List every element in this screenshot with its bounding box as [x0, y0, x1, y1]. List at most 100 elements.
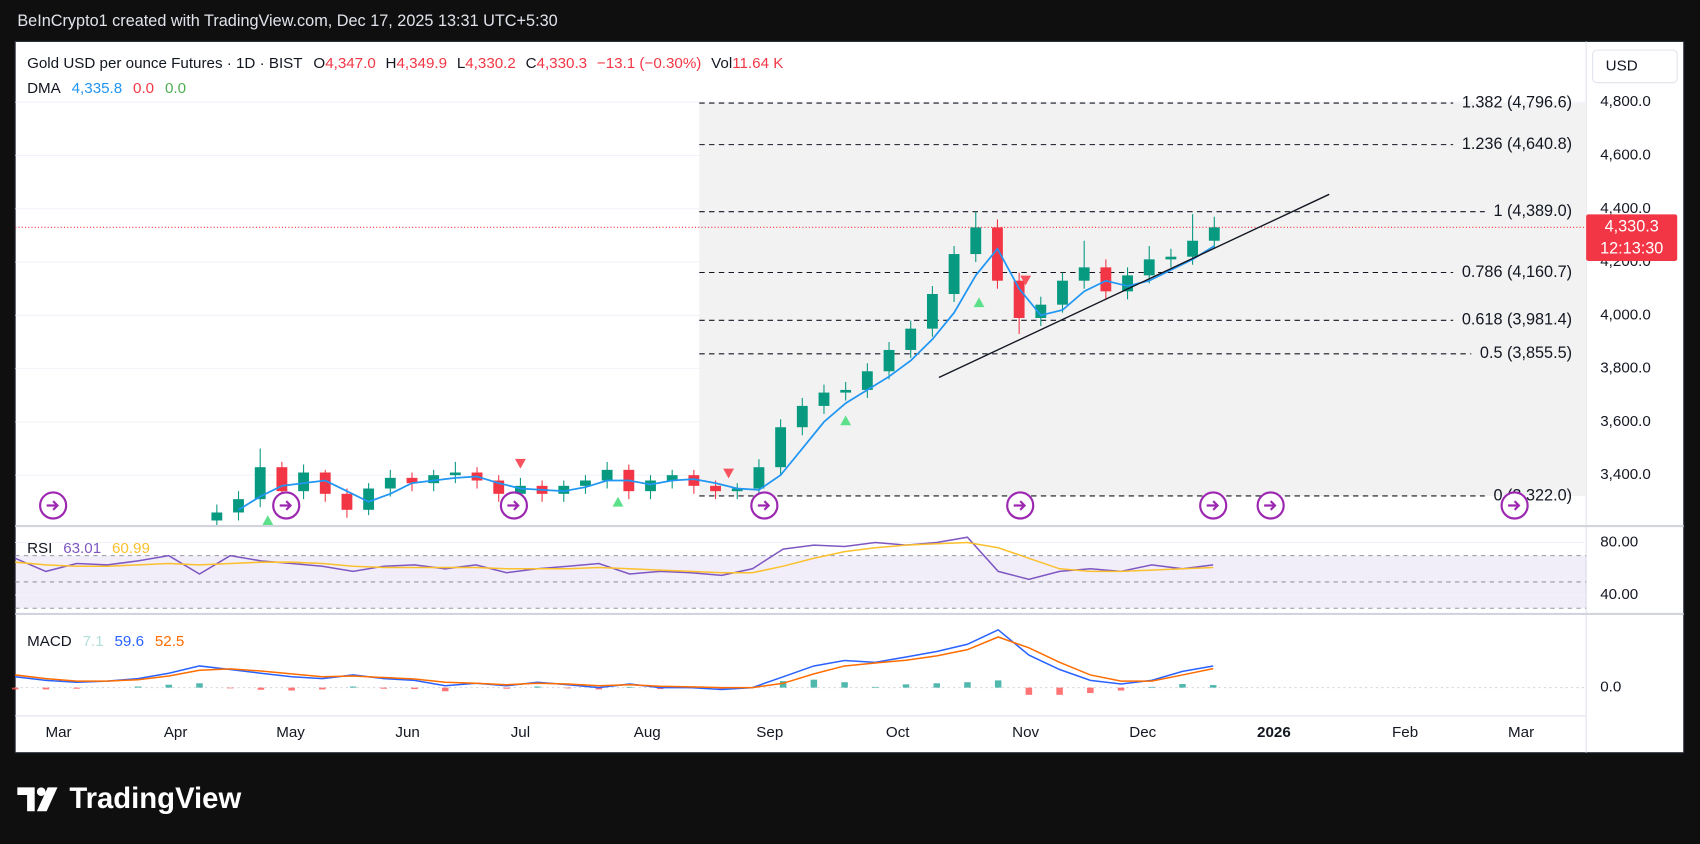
histogram-bar [933, 683, 940, 688]
y-tick-label: 4,800.0 [1600, 93, 1651, 110]
buy-signal [840, 415, 852, 426]
candle-body [1078, 267, 1090, 281]
logo-mark [17, 787, 35, 812]
x-tick-label: May [276, 724, 305, 741]
attribution: BeInCrypto1 created with TradingView.com… [17, 12, 557, 30]
candle-body [601, 469, 613, 481]
legend-text: 4,330.2 [465, 55, 516, 72]
histogram-bar [810, 679, 818, 688]
fib-label: 1.382 (4,796.6) [1462, 93, 1572, 111]
x-tick-label: Jun [395, 724, 419, 741]
y-tick-label: 4,600.0 [1600, 146, 1651, 163]
fib-label: 1 (4,389.0) [1493, 202, 1572, 220]
candle-body [449, 472, 461, 476]
legend-text: RSI [27, 540, 52, 557]
candle-body [1122, 275, 1133, 292]
rsi-pane [14, 536, 1587, 609]
y-tick-label: 4,000.0 [1600, 306, 1651, 323]
fib-zone [699, 103, 1587, 496]
candle-body [558, 485, 570, 494]
dma-line [238, 245, 1215, 511]
histogram-bar [257, 687, 265, 690]
candle-body [233, 499, 244, 513]
y-tick-label: 3,400.0 [1600, 466, 1651, 483]
histogram-bar [1025, 687, 1033, 695]
candle-body [926, 294, 938, 329]
histogram-bar [902, 684, 910, 688]
sell-signal [514, 458, 526, 469]
event-icon-glyph [1206, 500, 1220, 511]
histogram-bar [626, 686, 633, 688]
histogram-bar [1117, 687, 1125, 691]
candle-body [341, 493, 353, 510]
price-pane [15, 101, 1587, 525]
legend-text: 4,335.8 [72, 80, 123, 97]
fib-label: 0.786 (4,160.7) [1462, 263, 1572, 281]
event-icon-glyph [279, 500, 293, 511]
candle-body [406, 477, 418, 484]
buy-signal [612, 496, 624, 507]
histogram-bar [564, 687, 572, 689]
macd-pane [11, 628, 1587, 695]
event-icon-glyph [1013, 500, 1027, 511]
x-tick-label: Dec [1129, 724, 1156, 741]
candle-body [1013, 280, 1025, 318]
y-tick-label: 0.0 [1600, 679, 1621, 696]
event-icon-glyph [1508, 500, 1521, 511]
histogram-bar [595, 687, 603, 690]
candle-body [753, 467, 765, 489]
candle-body [861, 371, 873, 390]
legend-text: 11.64 K [732, 55, 783, 72]
legend-text: 63.01 [63, 540, 101, 557]
candle-body [1143, 259, 1155, 276]
candle-body [688, 475, 700, 486]
candle-body [1100, 267, 1112, 292]
fib-label: 1.236 (4,640.8) [1462, 135, 1572, 153]
legend-text: H [386, 55, 397, 72]
candle-body [796, 405, 808, 428]
currency[interactable]: USD [1606, 57, 1638, 74]
y-tick-label: 40.00 [1600, 586, 1638, 603]
histogram-bar [964, 682, 971, 688]
y-tick-label: 3,600.0 [1600, 413, 1651, 430]
histogram-bar [1056, 687, 1063, 695]
histogram-bar [1179, 684, 1186, 688]
candle-body [948, 254, 960, 295]
legend-text: 0.0 [165, 80, 186, 97]
legend-text: −13.1 (−0.30%) [597, 55, 701, 72]
histogram-bar [441, 687, 449, 692]
currency-button[interactable] [1592, 49, 1678, 84]
histogram-bar [42, 687, 50, 690]
histogram-bar [872, 686, 879, 688]
logo-mark [36, 787, 46, 797]
candle-body [970, 227, 982, 255]
legend-text: 60.99 [112, 540, 150, 557]
histogram-bar [226, 687, 234, 689]
histogram-bar [1209, 685, 1217, 688]
buy-signals [262, 297, 985, 525]
sell-signal [1020, 275, 1032, 286]
legend-text: DMA [27, 80, 62, 97]
logo: TradingView [17, 783, 241, 815]
histogram-bar [11, 687, 19, 690]
legend-text: Gold USD per ounce Futures · 1D · BIST [27, 55, 302, 72]
x-tick-label: Mar [45, 724, 71, 741]
countdown: 12:13:30 [1600, 239, 1663, 257]
histogram-bar [779, 681, 787, 688]
candle-body [1208, 227, 1220, 241]
last-price-label: 4,330.3 [1605, 218, 1659, 236]
candle-body [666, 475, 678, 481]
legend-text: 4,330.3 [537, 55, 588, 72]
legend-text: 59.6 [115, 633, 144, 650]
x-tick-label: 2026 [1257, 724, 1291, 741]
histogram-bar [165, 684, 173, 688]
legend-text: 52.5 [155, 633, 185, 650]
legend-text: 4,349.9 [396, 55, 447, 72]
candle-body [992, 227, 1003, 281]
candle-body [775, 427, 787, 468]
x-tick-label: Aug [634, 724, 661, 741]
candle-body [818, 392, 830, 406]
legend-text: L [457, 55, 465, 72]
